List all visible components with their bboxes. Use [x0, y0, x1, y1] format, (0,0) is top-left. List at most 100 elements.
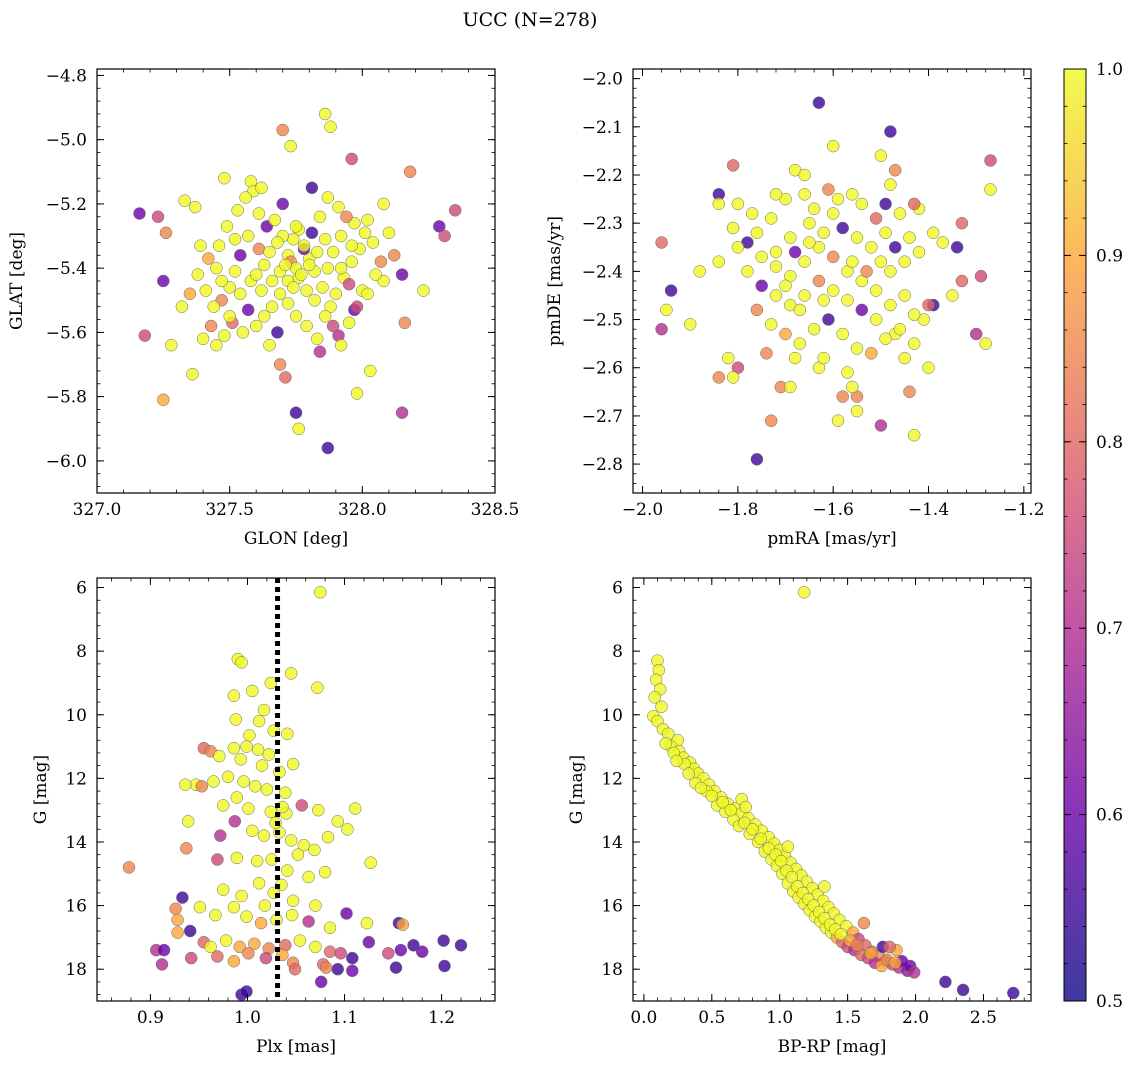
data-point	[240, 740, 253, 753]
data-point	[655, 236, 668, 249]
data-point	[869, 284, 883, 297]
x-tick-label: −2.0	[622, 500, 663, 520]
data-point	[318, 865, 332, 879]
data-point	[803, 236, 816, 249]
data-point	[215, 274, 228, 288]
data-point	[716, 795, 729, 809]
data-point	[907, 428, 921, 442]
data-point	[216, 799, 230, 812]
data-point	[348, 802, 362, 815]
data-point	[984, 183, 997, 196]
data-point	[314, 586, 327, 599]
data-point	[234, 753, 247, 766]
data-point	[155, 958, 169, 971]
y-tick-label: −2.0	[582, 70, 623, 90]
data-point	[346, 951, 359, 965]
data-point	[648, 691, 661, 704]
data-point	[874, 149, 888, 162]
data-point	[341, 823, 354, 836]
data-point	[812, 96, 826, 109]
y-tick-label: 16	[65, 897, 87, 917]
y-tick-label: 18	[601, 960, 623, 980]
data-point	[255, 759, 269, 772]
data-point	[888, 241, 902, 254]
data-point	[213, 749, 226, 763]
data-point	[273, 287, 287, 301]
data-point	[302, 870, 315, 884]
data-point	[946, 289, 959, 302]
data-point	[879, 332, 892, 346]
data-point	[276, 197, 289, 211]
data-point	[286, 894, 300, 908]
x-tick-label: 1.0	[234, 1008, 261, 1028]
data-point	[907, 966, 921, 979]
data-point	[826, 139, 840, 153]
x-tick-label: 1.1	[331, 1008, 358, 1028]
colorbar-tick-label: 0.8	[1096, 433, 1123, 453]
data-point	[693, 265, 706, 278]
data-point	[769, 245, 783, 259]
data-point	[712, 197, 726, 211]
data-point	[907, 337, 921, 350]
axes-frame	[632, 577, 1032, 1002]
data-point	[345, 239, 358, 252]
data-point	[308, 843, 321, 857]
data-point	[836, 221, 849, 235]
x-axis-label: GLON [deg]	[244, 529, 348, 549]
data-point	[345, 255, 358, 268]
y-tick-label: 8	[76, 642, 87, 662]
data-point	[262, 748, 276, 761]
panel-bprp-g: 0.0 0.5 1.0 1.5 2.0 2.5 6 8 10 12 14 16 18 BP-RP [mag…	[567, 577, 1032, 1057]
data-point	[407, 939, 420, 952]
data-point	[210, 261, 223, 275]
data-point	[196, 332, 210, 346]
scatter-points	[133, 107, 462, 455]
data-point	[350, 300, 364, 313]
data-point	[234, 249, 247, 262]
data-point	[259, 951, 273, 965]
data-point	[750, 303, 764, 317]
data-point	[195, 780, 209, 793]
data-point	[350, 387, 364, 400]
data-point	[264, 676, 278, 690]
data-point	[289, 406, 303, 419]
colorbar-tick-label: 0.9	[1096, 246, 1123, 266]
data-point	[227, 689, 241, 702]
data-point	[310, 245, 324, 259]
data-point	[181, 815, 195, 828]
data-point	[227, 900, 241, 914]
data-point	[741, 265, 754, 278]
data-point	[974, 269, 988, 283]
data-point	[231, 204, 244, 217]
data-point	[212, 239, 226, 252]
x-tick-label: 0.0	[630, 1008, 657, 1028]
data-point	[235, 656, 248, 669]
data-point	[260, 783, 274, 796]
data-point	[888, 956, 902, 970]
data-point	[807, 202, 821, 215]
data-point	[321, 441, 335, 455]
data-point	[864, 947, 877, 960]
data-point	[255, 284, 268, 297]
data-point	[257, 829, 271, 842]
data-point	[454, 939, 468, 952]
data-point	[846, 188, 859, 201]
data-point	[403, 165, 417, 179]
data-point	[268, 213, 282, 227]
data-point	[202, 252, 215, 265]
y-tick-label: 12	[601, 769, 623, 789]
data-point	[175, 300, 189, 313]
data-point	[382, 226, 396, 240]
data-point	[874, 419, 888, 432]
data-point	[209, 908, 222, 922]
y-axis-label: pmDE [mas/yr]	[545, 216, 565, 346]
data-point	[764, 212, 778, 225]
data-point	[764, 414, 778, 427]
data-point	[850, 231, 864, 244]
data-point	[361, 287, 374, 301]
data-point	[252, 242, 266, 256]
data-point	[785, 870, 799, 884]
data-point	[898, 289, 911, 302]
data-point	[230, 851, 244, 865]
data-point	[750, 453, 764, 466]
